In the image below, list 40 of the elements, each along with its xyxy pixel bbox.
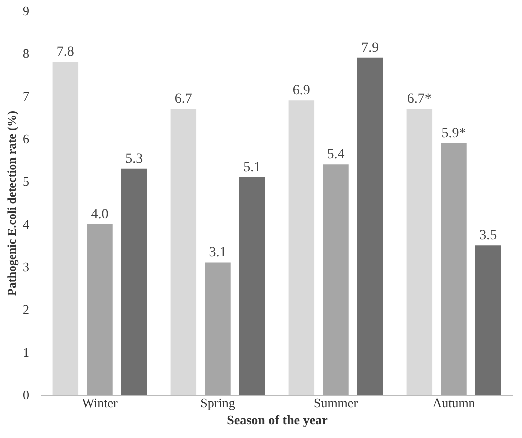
x-tick-label: Spring [200,396,236,410]
y-tick-label: 8 [23,46,30,62]
x-tick-label: Winter [82,396,118,410]
bar [52,62,79,395]
data-label: 3.5 [480,228,498,244]
y-axis-title: Pathogenic E.coli detection rate (%) [5,111,19,296]
bar [170,109,197,395]
y-tick-label: 7 [23,88,30,104]
data-label: 7.8 [56,45,74,60]
bar [87,224,113,395]
bar [357,58,384,395]
data-label: 6.9 [292,84,310,99]
bar [475,246,502,395]
x-tick-label: Summer [314,396,359,410]
data-label: 3.1 [209,246,227,261]
data-label: 5.9* [442,126,466,142]
bar [288,100,315,395]
bar [205,262,231,395]
y-tick-label: 5 [23,174,30,190]
x-tick-label: Autumn [432,396,476,410]
bar [323,164,349,395]
x-axis-title: Season of the year [227,412,328,428]
data-label: 6.7* [407,92,432,108]
bar [121,168,148,395]
data-label: 7.9 [362,40,380,56]
data-label: 5.1 [244,160,262,176]
data-label: 5.3 [126,152,144,167]
y-tick-label: 9 [23,4,30,18]
y-tick-label: 2 [23,302,30,318]
y-tick-label: 6 [23,132,30,146]
bar [239,177,266,395]
y-tick-label: 1 [23,344,30,360]
data-label: 5.4 [327,148,345,163]
data-label: 4.0 [91,207,109,222]
bar [406,109,433,395]
y-tick-label: 4 [23,216,30,232]
data-label: 6.7 [174,92,192,108]
bar [441,143,467,395]
y-tick-label: 3 [23,260,30,274]
y-tick-label: 0 [23,388,30,402]
